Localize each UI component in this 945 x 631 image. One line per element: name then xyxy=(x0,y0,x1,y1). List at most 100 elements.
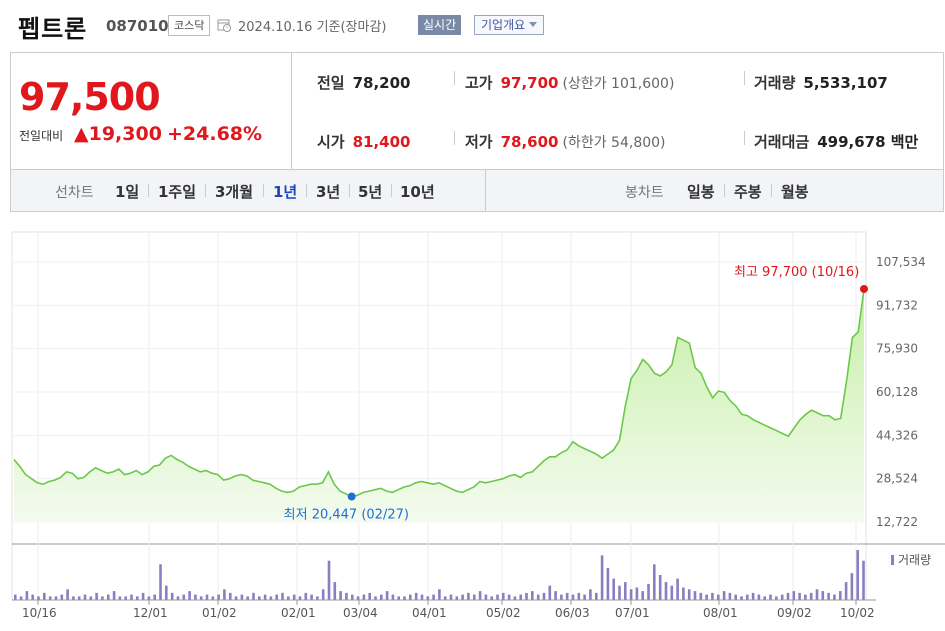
volume-bar xyxy=(316,596,319,600)
company-overview-label: 기업개요 xyxy=(481,18,526,32)
y-tick-label: 44,326 xyxy=(876,428,918,442)
tab-daily[interactable]: 일봉 xyxy=(687,183,715,201)
volume-bar xyxy=(356,596,360,600)
volume-bar xyxy=(77,596,81,600)
volume-bar xyxy=(467,592,470,600)
volume-bar xyxy=(31,594,34,600)
volume-bar xyxy=(333,582,337,600)
low-annotation: 최저 20,447 (02/27) xyxy=(284,508,409,523)
high-stat: 고가 97,700 (상한가 101,600) xyxy=(465,72,674,93)
volume-bar xyxy=(647,583,650,600)
volume-bar xyxy=(275,594,278,600)
volume-bar xyxy=(409,594,412,600)
volume-bar xyxy=(420,594,424,600)
volume-bar xyxy=(542,592,546,600)
volume-bar xyxy=(118,596,122,600)
volume-bar xyxy=(124,596,127,600)
x-tick-label: 05/02 xyxy=(486,606,521,620)
volume-bar xyxy=(571,594,575,600)
tab-3y[interactable]: 3년 xyxy=(316,183,341,201)
volume-bar xyxy=(676,578,679,600)
tab-3m[interactable]: 3개월 xyxy=(215,183,254,201)
volume-bar xyxy=(223,589,226,600)
tab-10y[interactable]: 10년 xyxy=(400,183,435,201)
volume-bar xyxy=(95,592,98,600)
volume-stat: 거래량 5,533,107 xyxy=(754,72,888,93)
volume-bar xyxy=(531,591,534,600)
volume-bar xyxy=(496,594,499,600)
volume-bar xyxy=(833,594,836,600)
volume-bar xyxy=(722,591,726,600)
volume-bar xyxy=(72,596,75,600)
volume-bar xyxy=(83,594,87,600)
divider xyxy=(454,131,455,145)
x-tick-label: 04/01 xyxy=(412,606,447,620)
amount-stat: 거래대금 499,678 백만 xyxy=(754,131,918,152)
volume-bar xyxy=(25,591,29,600)
tab-separator xyxy=(263,184,264,197)
tab-monthly[interactable]: 월봉 xyxy=(781,183,809,201)
volume-bar xyxy=(229,592,232,600)
volume-bar xyxy=(89,596,93,600)
tab-1y[interactable]: 1년 xyxy=(273,183,298,201)
volume-bar xyxy=(43,592,46,600)
open-label: 시가 xyxy=(317,133,345,151)
volume-bar xyxy=(351,594,354,600)
stock-name: 펩트론 xyxy=(18,15,88,43)
volume-bar xyxy=(345,592,348,600)
realtime-button[interactable]: 실시간 xyxy=(418,15,462,35)
change-amount: ▲19,300 xyxy=(74,123,162,145)
tab-1w[interactable]: 1주일 xyxy=(158,183,197,201)
volume-bar xyxy=(862,560,865,600)
volume-bar xyxy=(757,594,761,600)
volume-bar xyxy=(734,594,737,600)
volume-bar xyxy=(624,582,627,600)
volume-bar xyxy=(287,596,290,600)
volume-bar xyxy=(368,592,371,600)
prev-close-value: 78,200 xyxy=(352,74,411,92)
volume-bar xyxy=(339,591,342,600)
volume-bar xyxy=(112,591,116,600)
candle-chart-label: 봉차트 xyxy=(625,185,664,201)
volume-bar xyxy=(815,589,819,600)
volume-bar xyxy=(362,594,366,600)
volume-bar xyxy=(839,591,842,600)
tabs-divider xyxy=(485,170,486,211)
volume-bar xyxy=(426,596,430,600)
market-badge: 코스닥 xyxy=(168,15,211,36)
volume-bar xyxy=(176,596,180,600)
change-percent: +24.68% xyxy=(167,123,263,145)
volume-bar xyxy=(211,596,215,600)
volume-bar xyxy=(321,589,325,600)
y-tick-label: 28,524 xyxy=(876,472,918,486)
volume-bar xyxy=(281,592,284,600)
tab-weekly[interactable]: 주봉 xyxy=(734,183,762,201)
volume-bar xyxy=(14,594,17,600)
volume-bar xyxy=(449,594,453,600)
volume-bar xyxy=(414,592,418,600)
volume-bar xyxy=(699,592,703,600)
volume-bar xyxy=(705,594,708,600)
volume-bar xyxy=(19,596,23,600)
volume-bar xyxy=(484,594,488,600)
volume-bar xyxy=(682,587,685,600)
x-tick-label: 08/01 xyxy=(703,606,738,620)
x-tick-label: 12/01 xyxy=(133,606,168,620)
volume-bar xyxy=(664,582,668,600)
volume-bar xyxy=(827,592,830,600)
tab-1d[interactable]: 1일 xyxy=(115,183,140,201)
y-tick-label: 60,128 xyxy=(876,385,918,399)
tab-separator xyxy=(771,184,772,197)
volume-bar xyxy=(809,592,813,600)
volume-bar xyxy=(66,589,69,600)
volume-bar xyxy=(473,594,476,600)
volume-bar xyxy=(577,592,581,600)
tab-5y[interactable]: 5년 xyxy=(358,183,383,201)
company-overview-dropdown[interactable]: 기업개요 xyxy=(474,15,545,35)
x-tick-label: 06/03 xyxy=(555,606,590,620)
change-label: 전일대비 xyxy=(19,129,64,143)
tab-separator xyxy=(391,184,392,197)
volume-bar xyxy=(536,594,540,600)
volume-bar xyxy=(170,592,174,600)
y-tick-label: 75,930 xyxy=(876,342,918,356)
